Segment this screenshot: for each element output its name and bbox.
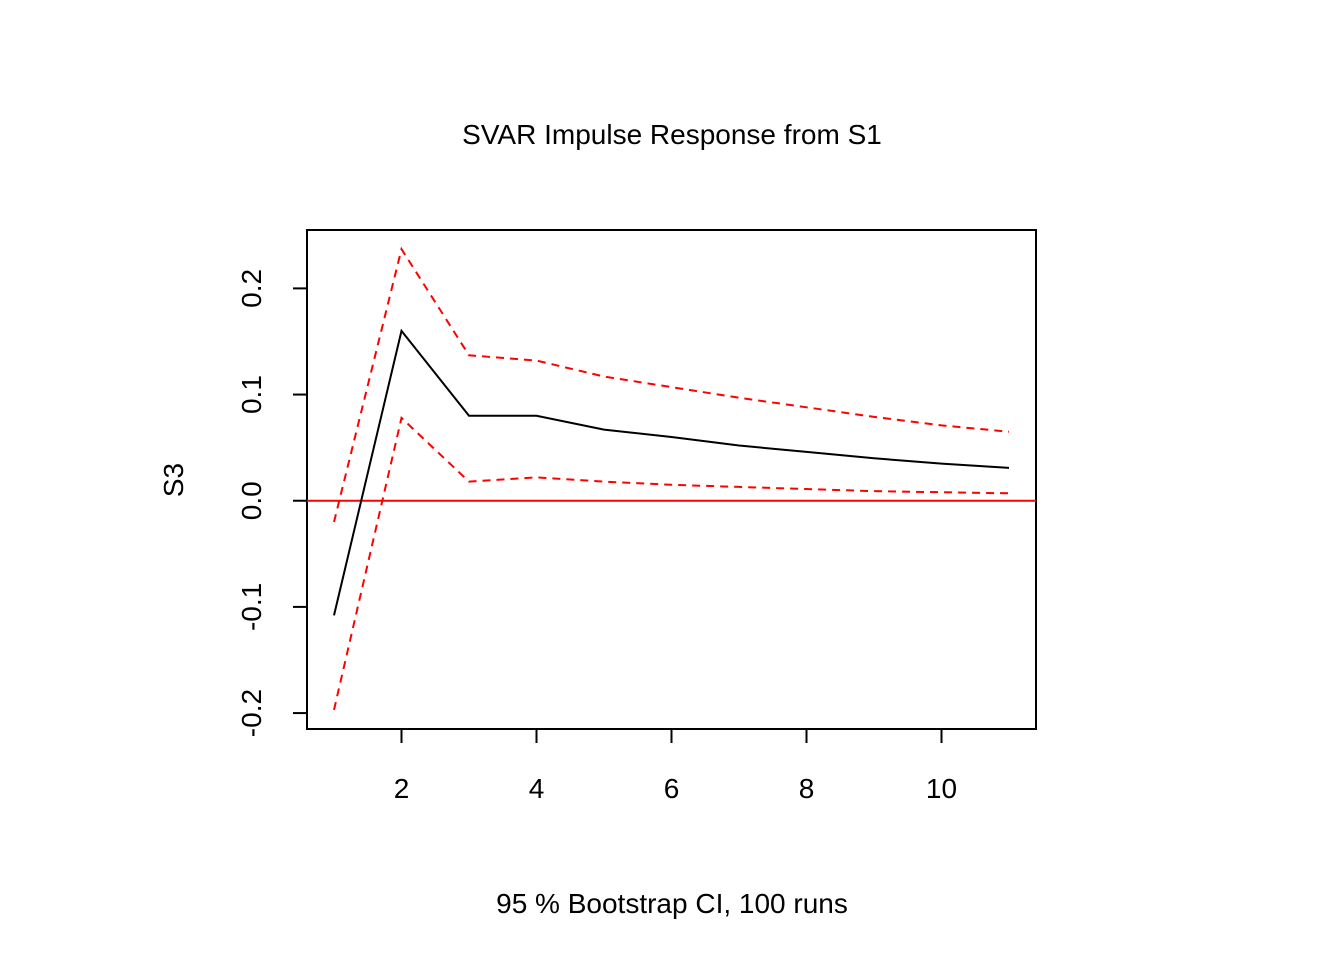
y-tick-label: -0.1 (236, 583, 267, 631)
x-tick-label: 10 (926, 773, 957, 804)
x-tick-label: 2 (394, 773, 410, 804)
y-axis: -0.2 -0.1 0.0 0.1 0.2 (236, 269, 308, 737)
series-layer (333, 246, 1010, 711)
y-tick-label: -0.2 (236, 689, 267, 737)
y-tick-label: 0.1 (236, 375, 267, 414)
response-line (333, 328, 1010, 616)
x-tick-label: 8 (799, 773, 815, 804)
upper-ci-line (333, 246, 1010, 523)
x-axis: 2 4 6 8 10 (394, 728, 957, 804)
x-axis-label: 95 % Bootstrap CI, 100 runs (496, 888, 848, 919)
y-tick-label: 0.2 (236, 269, 267, 308)
x-tick-label: 6 (664, 773, 680, 804)
y-axis-label: S3 (158, 463, 189, 497)
x-tick-label: 4 (529, 773, 545, 804)
plot-frame (306, 229, 1037, 730)
lower-ci-line (333, 415, 1010, 711)
y-tick-label: 0.0 (236, 481, 267, 520)
chart-title: SVAR Impulse Response from S1 (462, 119, 882, 150)
